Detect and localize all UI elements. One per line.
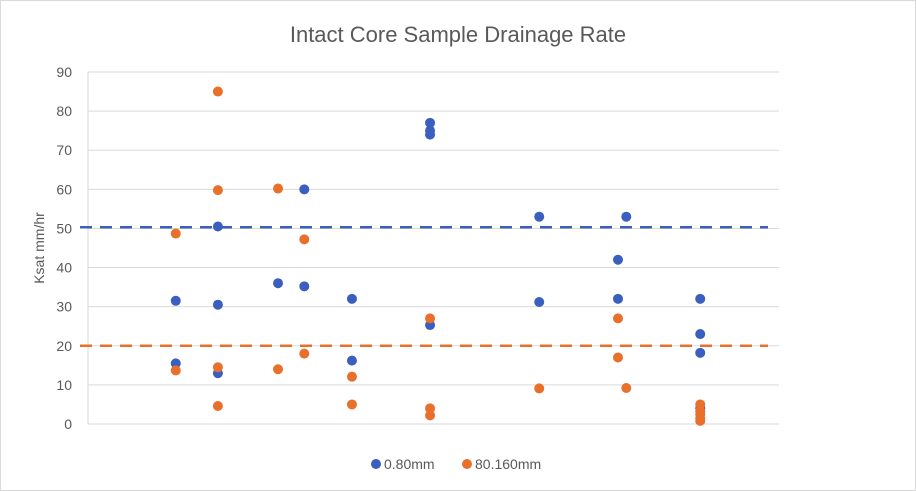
point-80.160mm	[534, 383, 545, 394]
y-tick-label: 90	[56, 64, 72, 80]
legend: 0.80mm 80.160mm	[371, 456, 541, 472]
y-tick-label: 0	[64, 416, 72, 432]
point-80.160mm	[695, 415, 706, 426]
point-80.160mm	[212, 362, 223, 373]
point-0.80mm	[695, 293, 706, 304]
legend-marker-0.80mm	[371, 459, 381, 469]
point-80.160mm	[425, 403, 436, 414]
point-0.80mm	[695, 329, 706, 340]
y-axis-label: Ksat mm/hr	[31, 212, 47, 284]
data-points	[170, 86, 706, 426]
point-80.160mm	[346, 399, 357, 410]
point-0.80mm	[170, 295, 181, 306]
point-80.160mm	[212, 86, 223, 97]
point-80.160mm	[612, 352, 623, 363]
point-80.160mm	[425, 313, 436, 324]
point-0.80mm	[273, 278, 284, 289]
point-80.160mm	[170, 365, 181, 376]
point-0.80mm	[534, 211, 545, 222]
legend-marker-80.160mm	[462, 459, 472, 469]
y-tick-labels: 0 10 20 30 40 50 60 70 80 90	[56, 64, 72, 432]
point-0.80mm	[299, 184, 310, 195]
point-0.80mm	[612, 254, 623, 265]
point-80.160mm	[299, 348, 310, 359]
point-0.80mm	[212, 299, 223, 310]
point-80.160mm	[273, 364, 284, 375]
point-0.80mm	[534, 296, 545, 307]
y-tick-label: 60	[56, 181, 72, 197]
legend-label: 80.160mm	[475, 456, 541, 472]
point-0.80mm	[621, 211, 632, 222]
y-tick-label: 70	[56, 142, 72, 158]
y-tick-label: 80	[56, 103, 72, 119]
point-80.160mm	[170, 228, 181, 239]
y-tick-label: 20	[56, 338, 72, 354]
chart-title: Intact Core Sample Drainage Rate	[290, 22, 626, 47]
point-80.160mm	[212, 185, 223, 196]
point-0.80mm	[346, 355, 357, 366]
point-0.80mm	[425, 129, 436, 140]
y-tick-label: 30	[56, 299, 72, 315]
point-80.160mm	[299, 234, 310, 245]
y-tick-label: 10	[56, 377, 72, 393]
point-0.80mm	[212, 221, 223, 232]
point-80.160mm	[212, 401, 223, 412]
point-80.160mm	[273, 183, 284, 194]
point-80.160mm	[346, 371, 357, 382]
y-tick-label: 40	[56, 260, 72, 276]
point-0.80mm	[612, 293, 623, 304]
point-0.80mm	[346, 293, 357, 304]
point-80.160mm	[621, 383, 632, 394]
point-0.80mm	[425, 117, 436, 128]
point-80.160mm	[425, 410, 436, 421]
point-0.80mm	[299, 281, 310, 292]
y-tick-label: 50	[56, 220, 72, 236]
point-0.80mm	[170, 358, 181, 369]
legend-label: 0.80mm	[384, 456, 435, 472]
reference-lines	[80, 226, 768, 348]
point-80.160mm	[612, 313, 623, 324]
point-0.80mm	[695, 347, 706, 358]
